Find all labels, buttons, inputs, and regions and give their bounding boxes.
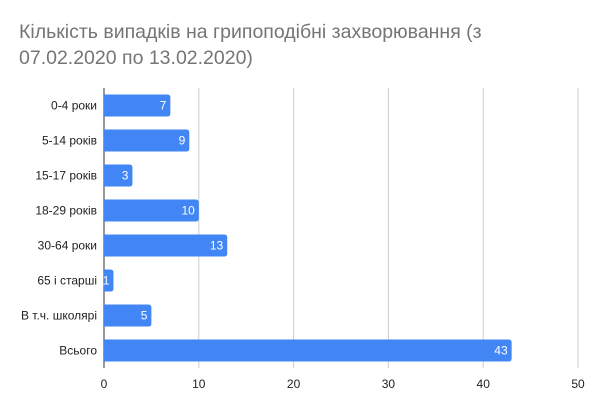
x-tick-label: 20 [287,377,301,391]
bar [104,199,199,222]
chart-title: Кількість випадків на грипоподібні захво… [19,21,482,69]
bar [104,339,512,362]
bar-value-label: 7 [160,99,167,113]
bar-value-label: 10 [181,204,195,218]
category-label: 5-14 років [42,134,97,148]
x-tick-label: 0 [101,377,108,391]
category-label: 30-64 роки [38,239,97,253]
bar [104,234,228,257]
bar [104,129,190,152]
bar-value-label: 1 [103,274,110,288]
bar-value-label: 43 [494,344,508,358]
category-label: 18-29 років [35,204,97,218]
category-label: 65 і старші [37,274,97,288]
x-tick-label: 50 [571,377,585,391]
x-tick-label: 10 [192,377,206,391]
bar [104,164,133,187]
bar [104,304,152,327]
bar [104,269,114,292]
category-label: 0-4 роки [51,99,97,113]
x-tick-label: 30 [382,377,396,391]
bar-value-label: 9 [179,134,186,148]
bar [104,94,171,117]
bar-value-label: 13 [210,239,224,253]
bar-value-label: 3 [122,169,129,183]
category-label: Всього [59,344,97,358]
bar-value-label: 5 [141,309,148,323]
category-label: В т.ч. школярі [21,309,97,323]
x-tick-label: 40 [477,377,491,391]
category-label: 15-17 років [35,169,97,183]
